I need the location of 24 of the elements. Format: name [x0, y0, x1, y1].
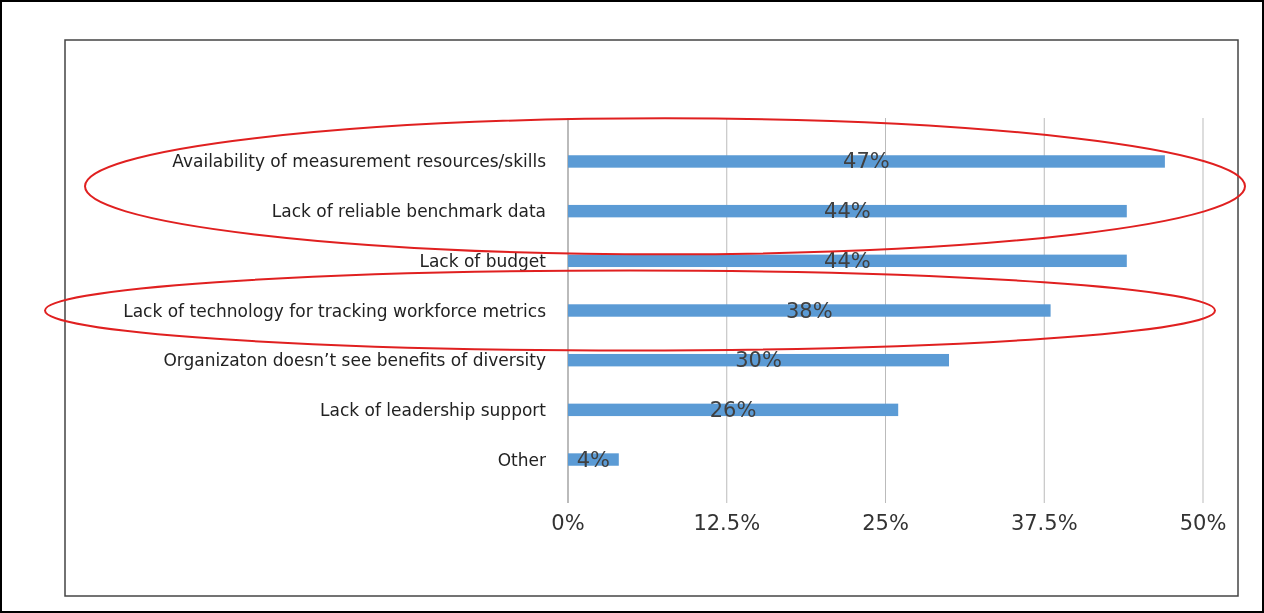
- y-tick-label: Availability of measurement resources/skills: [172, 151, 547, 172]
- x-tick-label: 25%: [862, 511, 909, 535]
- y-tick-label: Lack of technology for tracking workforce metrics: [123, 300, 547, 321]
- data-label: 44%: [824, 248, 871, 273]
- bar: [568, 204, 1127, 218]
- x-tick-label: 37.5%: [1010, 511, 1078, 535]
- data-label: 44%: [824, 199, 871, 224]
- data-label: 4%: [576, 447, 611, 472]
- y-tick-label: Other: [497, 449, 546, 470]
- x-tick-label: 0%: [551, 511, 585, 535]
- bar: [568, 304, 1051, 317]
- data-label: 47%: [843, 149, 890, 174]
- y-tick-label: Lack of reliable benchmark data: [271, 201, 546, 222]
- x-tick-label: 12.5%: [693, 511, 761, 535]
- bar: [568, 403, 899, 417]
- data-label: 30%: [735, 348, 782, 373]
- x-tick-label: 50%: [1179, 511, 1227, 535]
- data-label: 26%: [709, 397, 757, 422]
- y-tick-label: Lack of leadership support: [320, 399, 547, 420]
- bar: [568, 254, 1127, 268]
- y-tick-label: Lack of budget: [419, 250, 547, 271]
- y-tick-label: Organizaton doesn’t see benefits of diversity: [163, 350, 546, 371]
- bar: [568, 353, 949, 367]
- data-label: 38%: [785, 298, 833, 323]
